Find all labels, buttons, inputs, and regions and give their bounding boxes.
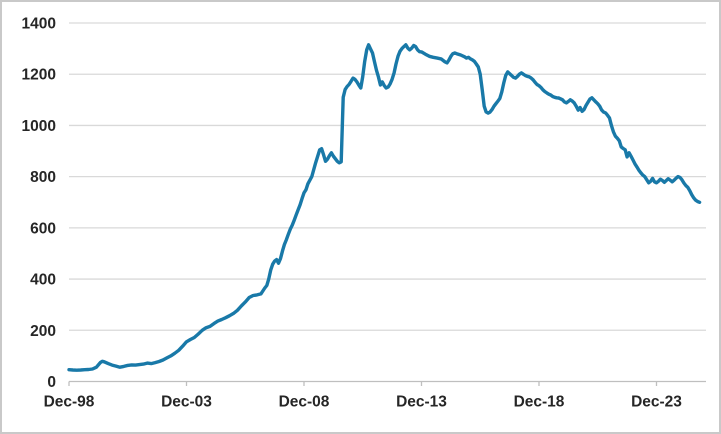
x-axis-tick-label: Dec-23 (631, 394, 682, 411)
y-axis-tick-label: 400 (30, 272, 56, 289)
y-axis-tick-label: 0 (47, 374, 56, 391)
y-axis-tick-label: 800 (30, 169, 56, 186)
y-axis-tick-label: 600 (30, 220, 56, 237)
y-axis-tick-label: 200 (30, 323, 56, 340)
data-series-line (67, 43, 702, 372)
x-axis-tick-label: Dec-98 (44, 394, 95, 411)
x-axis-tick-label: Dec-08 (279, 394, 330, 411)
x-axis-tick-label: Dec-13 (396, 394, 447, 411)
y-axis-tick-label: 1200 (22, 67, 56, 84)
y-axis-tick-label: 1400 (22, 16, 56, 33)
x-axis-tick-label: Dec-03 (161, 394, 212, 411)
x-axis-tick-label: Dec-18 (514, 394, 565, 411)
y-axis-tick-label: 1000 (22, 118, 56, 135)
